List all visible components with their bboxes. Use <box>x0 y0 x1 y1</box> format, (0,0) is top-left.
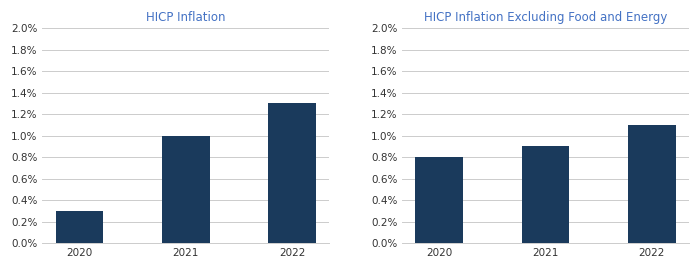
Bar <box>268 103 316 243</box>
Bar <box>55 211 104 243</box>
Bar <box>162 136 210 243</box>
Title: HICP Inflation: HICP Inflation <box>146 11 225 24</box>
Bar <box>415 157 463 243</box>
Bar <box>628 125 676 243</box>
Title: HICP Inflation Excluding Food and Energy: HICP Inflation Excluding Food and Energy <box>424 11 667 24</box>
Bar <box>522 146 570 243</box>
